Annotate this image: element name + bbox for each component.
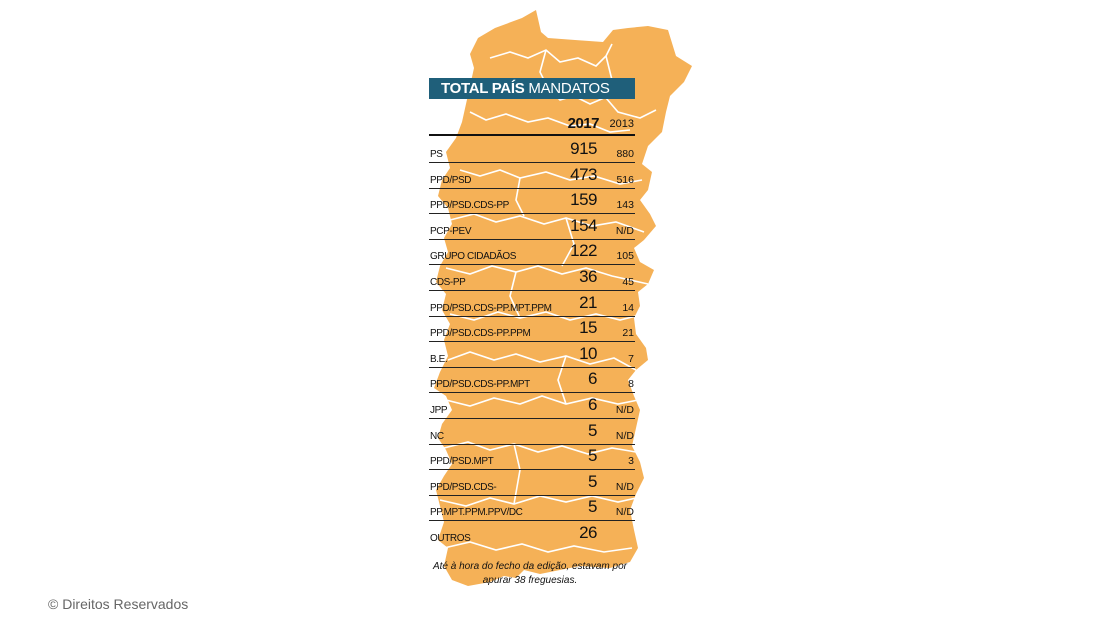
title-rest: MANDATOS [528,80,610,97]
party-name: PPD/PSD.CDS-PP.MPT [430,379,530,391]
party-name: PPD/PSD.CDS-PP.PPM [430,328,531,340]
party-name: PP.MPT.PPM.PPV/DC [430,507,523,519]
table-row: CDS-PP 36 45 [429,264,635,291]
copyright-credit: © Direitos Reservados [48,596,189,612]
party-name: NC [430,430,444,442]
table-title-banner: TOTAL PAÍS MANDATOS [429,78,635,99]
party-name: CDS-PP [430,277,466,288]
seats-2017: 154 [570,215,597,235]
seats-2013: 8 [628,378,634,391]
table-row: PCP-PEV 154 N/D [429,213,635,240]
seats-2017: 10 [579,343,597,363]
seats-2013: 3 [628,455,634,468]
seats-2013: 105 [616,250,634,263]
seats-2013: 143 [616,199,634,212]
table-row: B.E. 10 7 [429,341,635,368]
seats-2013: N/D [615,480,634,493]
seats-2017: 5 [588,446,597,466]
table-row: PPD/PSD.CDS-PP 159 143 [429,187,635,215]
party-name: PPD/PSD.CDS-PP [430,200,509,212]
footnote: Até à hora do fecho da edição, estavam p… [432,561,627,586]
party-name: PPD/PSD.MPT [430,456,494,468]
seats-2017: 5 [588,420,597,440]
seats-2017: 5 [588,497,597,517]
party-name: PPD/PSD.CDS-PP.MPT.PPM [430,302,552,314]
table-row: PPD/PSD.CDS-PP.MPT 6 8 [429,366,635,394]
party-name: PPD/PSD.CDS- [430,481,497,493]
seats-2017: 36 [579,267,597,286]
table-row: OUTROS 26 [429,520,635,546]
seats-2013: 516 [616,173,634,186]
seats-2017: 159 [570,190,597,210]
table-row: PS 915 880 [429,136,635,163]
party-name: B.E. [430,353,448,365]
seats-2013: N/D [615,429,634,442]
seats-2013: 7 [628,352,634,365]
seats-2013: 880 [616,148,634,160]
seats-2013: 14 [622,301,634,314]
table-row: NC 5 N/D [429,418,635,445]
table-row: PP.MPT.PPM.PPV/DC 5 N/D [429,494,635,522]
seats-2017: 6 [588,395,597,414]
seats-2017: 473 [570,164,597,184]
table-row: PPD/PSD 473 516 [429,162,635,189]
table-row: GRUPO CIDADÃOS 122 105 [429,238,635,266]
column-header-2017: 2017 [567,115,600,132]
party-name: PCP-PEV [430,225,472,237]
seats-2013: N/D [615,404,634,416]
table-row: PPD/PSD.CDS-PP.PPM 15 21 [429,315,635,343]
party-name: GRUPO CIDADÃOS [430,251,517,263]
portugal-map-shape [434,10,692,586]
header-rule [429,134,635,136]
seats-2017: 21 [579,292,597,312]
party-name: OUTROS [430,533,471,544]
seats-2013: N/D [615,224,634,237]
party-name: PS [430,149,443,160]
seats-2017: 915 [570,139,597,158]
table-row: PPD/PSD.CDS- 5 N/D [429,469,635,496]
table-row: PPD/PSD.CDS-PP.MPT.PPM 21 14 [429,290,635,317]
table-row: JPP 6 N/D [429,392,635,419]
party-name: JPP [430,405,448,416]
seats-2013: 21 [622,327,634,340]
seats-2017: 26 [579,523,597,542]
seats-2017: 5 [588,471,597,491]
seats-2017: 122 [570,241,597,261]
district-borders [439,43,657,553]
column-header-2013: 2013 [609,118,634,130]
seats-2013: N/D [615,506,634,519]
title-bold: TOTAL PAÍS [441,80,525,97]
party-name: PPD/PSD [430,174,472,186]
seats-2017: 15 [579,318,597,338]
table-row: PPD/PSD.MPT 5 3 [429,443,635,471]
seats-2013: 45 [622,276,634,288]
seats-2017: 6 [588,369,597,389]
